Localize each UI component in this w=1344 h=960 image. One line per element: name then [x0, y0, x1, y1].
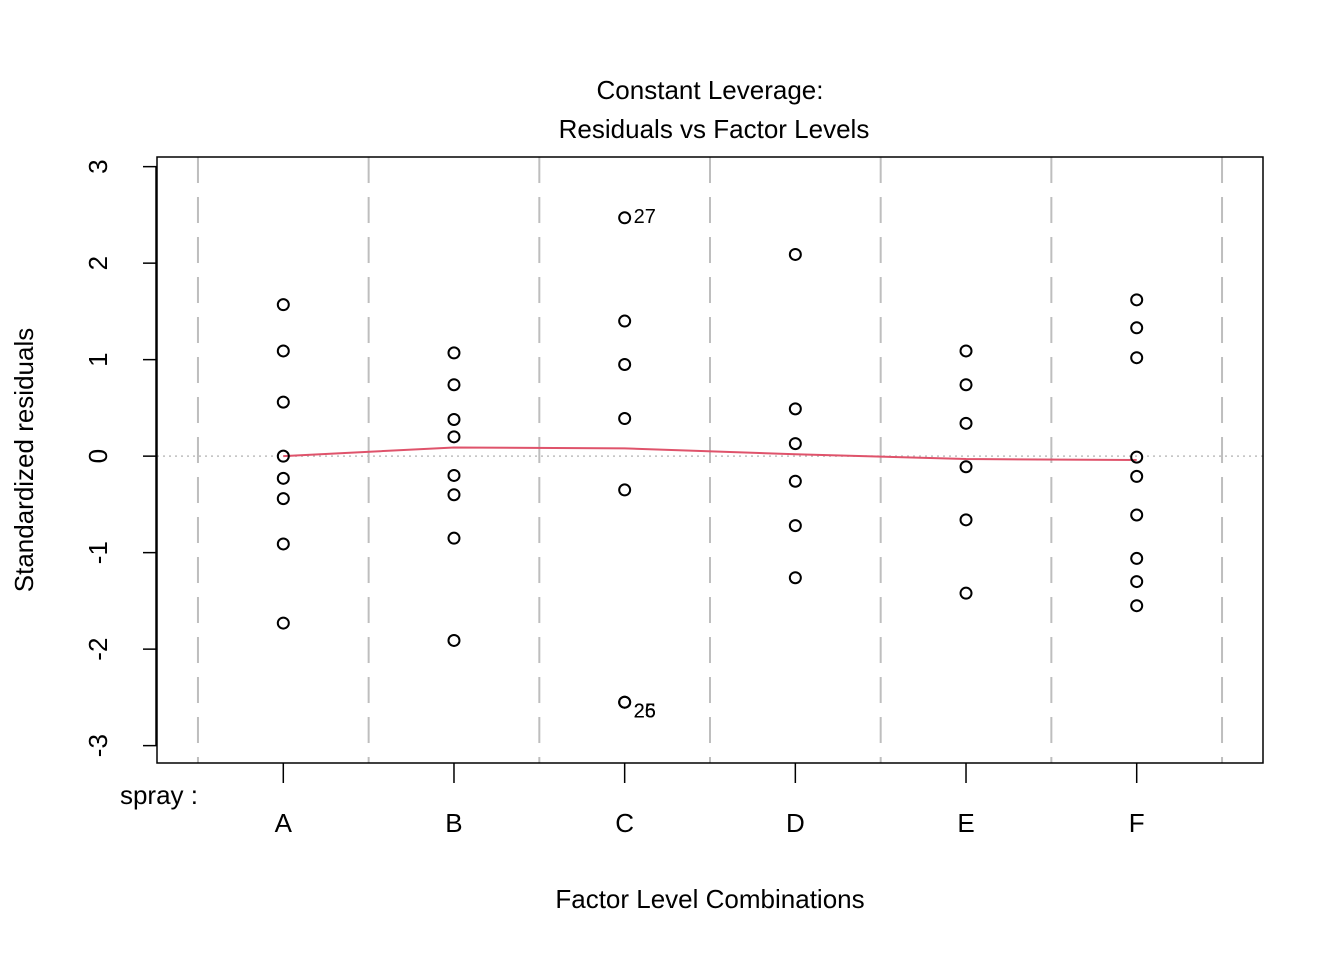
- point: [788, 571, 802, 585]
- y-tick-label: -2: [83, 638, 113, 661]
- point: [1130, 293, 1144, 307]
- chart-title: Constant Leverage:: [597, 75, 824, 105]
- point: [959, 344, 973, 358]
- point: [618, 357, 632, 371]
- point-label: 27: [634, 206, 656, 228]
- point: [1130, 575, 1144, 589]
- y-tick-label: 1: [83, 352, 113, 366]
- point: [276, 344, 290, 358]
- point: [276, 471, 290, 485]
- point: [447, 633, 461, 647]
- point: [959, 378, 973, 392]
- point: [447, 468, 461, 482]
- y-tick-label: -3: [83, 734, 113, 757]
- point: [959, 460, 973, 474]
- point: [788, 247, 802, 261]
- point: [447, 531, 461, 545]
- point: [276, 492, 290, 506]
- point: [788, 437, 802, 451]
- point: [788, 519, 802, 533]
- x-tick-label: E: [957, 808, 974, 838]
- point: [788, 402, 802, 416]
- smooth-line: [283, 446, 1137, 461]
- point: [959, 586, 973, 600]
- point: [788, 474, 802, 488]
- x-tick-label: C: [615, 808, 634, 838]
- point: [618, 483, 632, 497]
- point-label: 26: [634, 700, 656, 722]
- point: [1130, 450, 1144, 464]
- point: [959, 416, 973, 430]
- point: [276, 449, 290, 463]
- point: [959, 513, 973, 527]
- point: [1130, 351, 1144, 365]
- point: [1130, 508, 1144, 522]
- point: [447, 412, 461, 426]
- point: [1130, 599, 1144, 613]
- point: [618, 211, 632, 225]
- point: [1130, 551, 1144, 565]
- point: [276, 616, 290, 630]
- point: [618, 412, 632, 426]
- y-tick-label: -1: [83, 541, 113, 564]
- point: [276, 298, 290, 312]
- point: [1130, 321, 1144, 335]
- point: [618, 695, 632, 709]
- point: [276, 537, 290, 551]
- x-tick-label: F: [1129, 808, 1145, 838]
- y-tick-label: 0: [83, 449, 113, 463]
- point: [1130, 469, 1144, 483]
- point-label: 25: [634, 700, 656, 722]
- x-axis-label: Factor Level Combinations: [555, 884, 864, 914]
- y-tick-label: 2: [83, 256, 113, 270]
- x-tick-label: A: [275, 808, 293, 838]
- y-axis-label: Standardized residuals: [9, 328, 39, 593]
- factor-label: spray :: [120, 780, 198, 810]
- x-tick-label: B: [445, 808, 462, 838]
- chart-title: Residuals vs Factor Levels: [559, 114, 870, 144]
- point: [618, 314, 632, 328]
- point: [447, 378, 461, 392]
- y-tick-label: 3: [83, 159, 113, 173]
- point: [447, 488, 461, 502]
- point: [276, 395, 290, 409]
- point: [447, 430, 461, 444]
- plot-frame: [156, 156, 1264, 764]
- x-tick-label: D: [786, 808, 805, 838]
- point: [447, 346, 461, 360]
